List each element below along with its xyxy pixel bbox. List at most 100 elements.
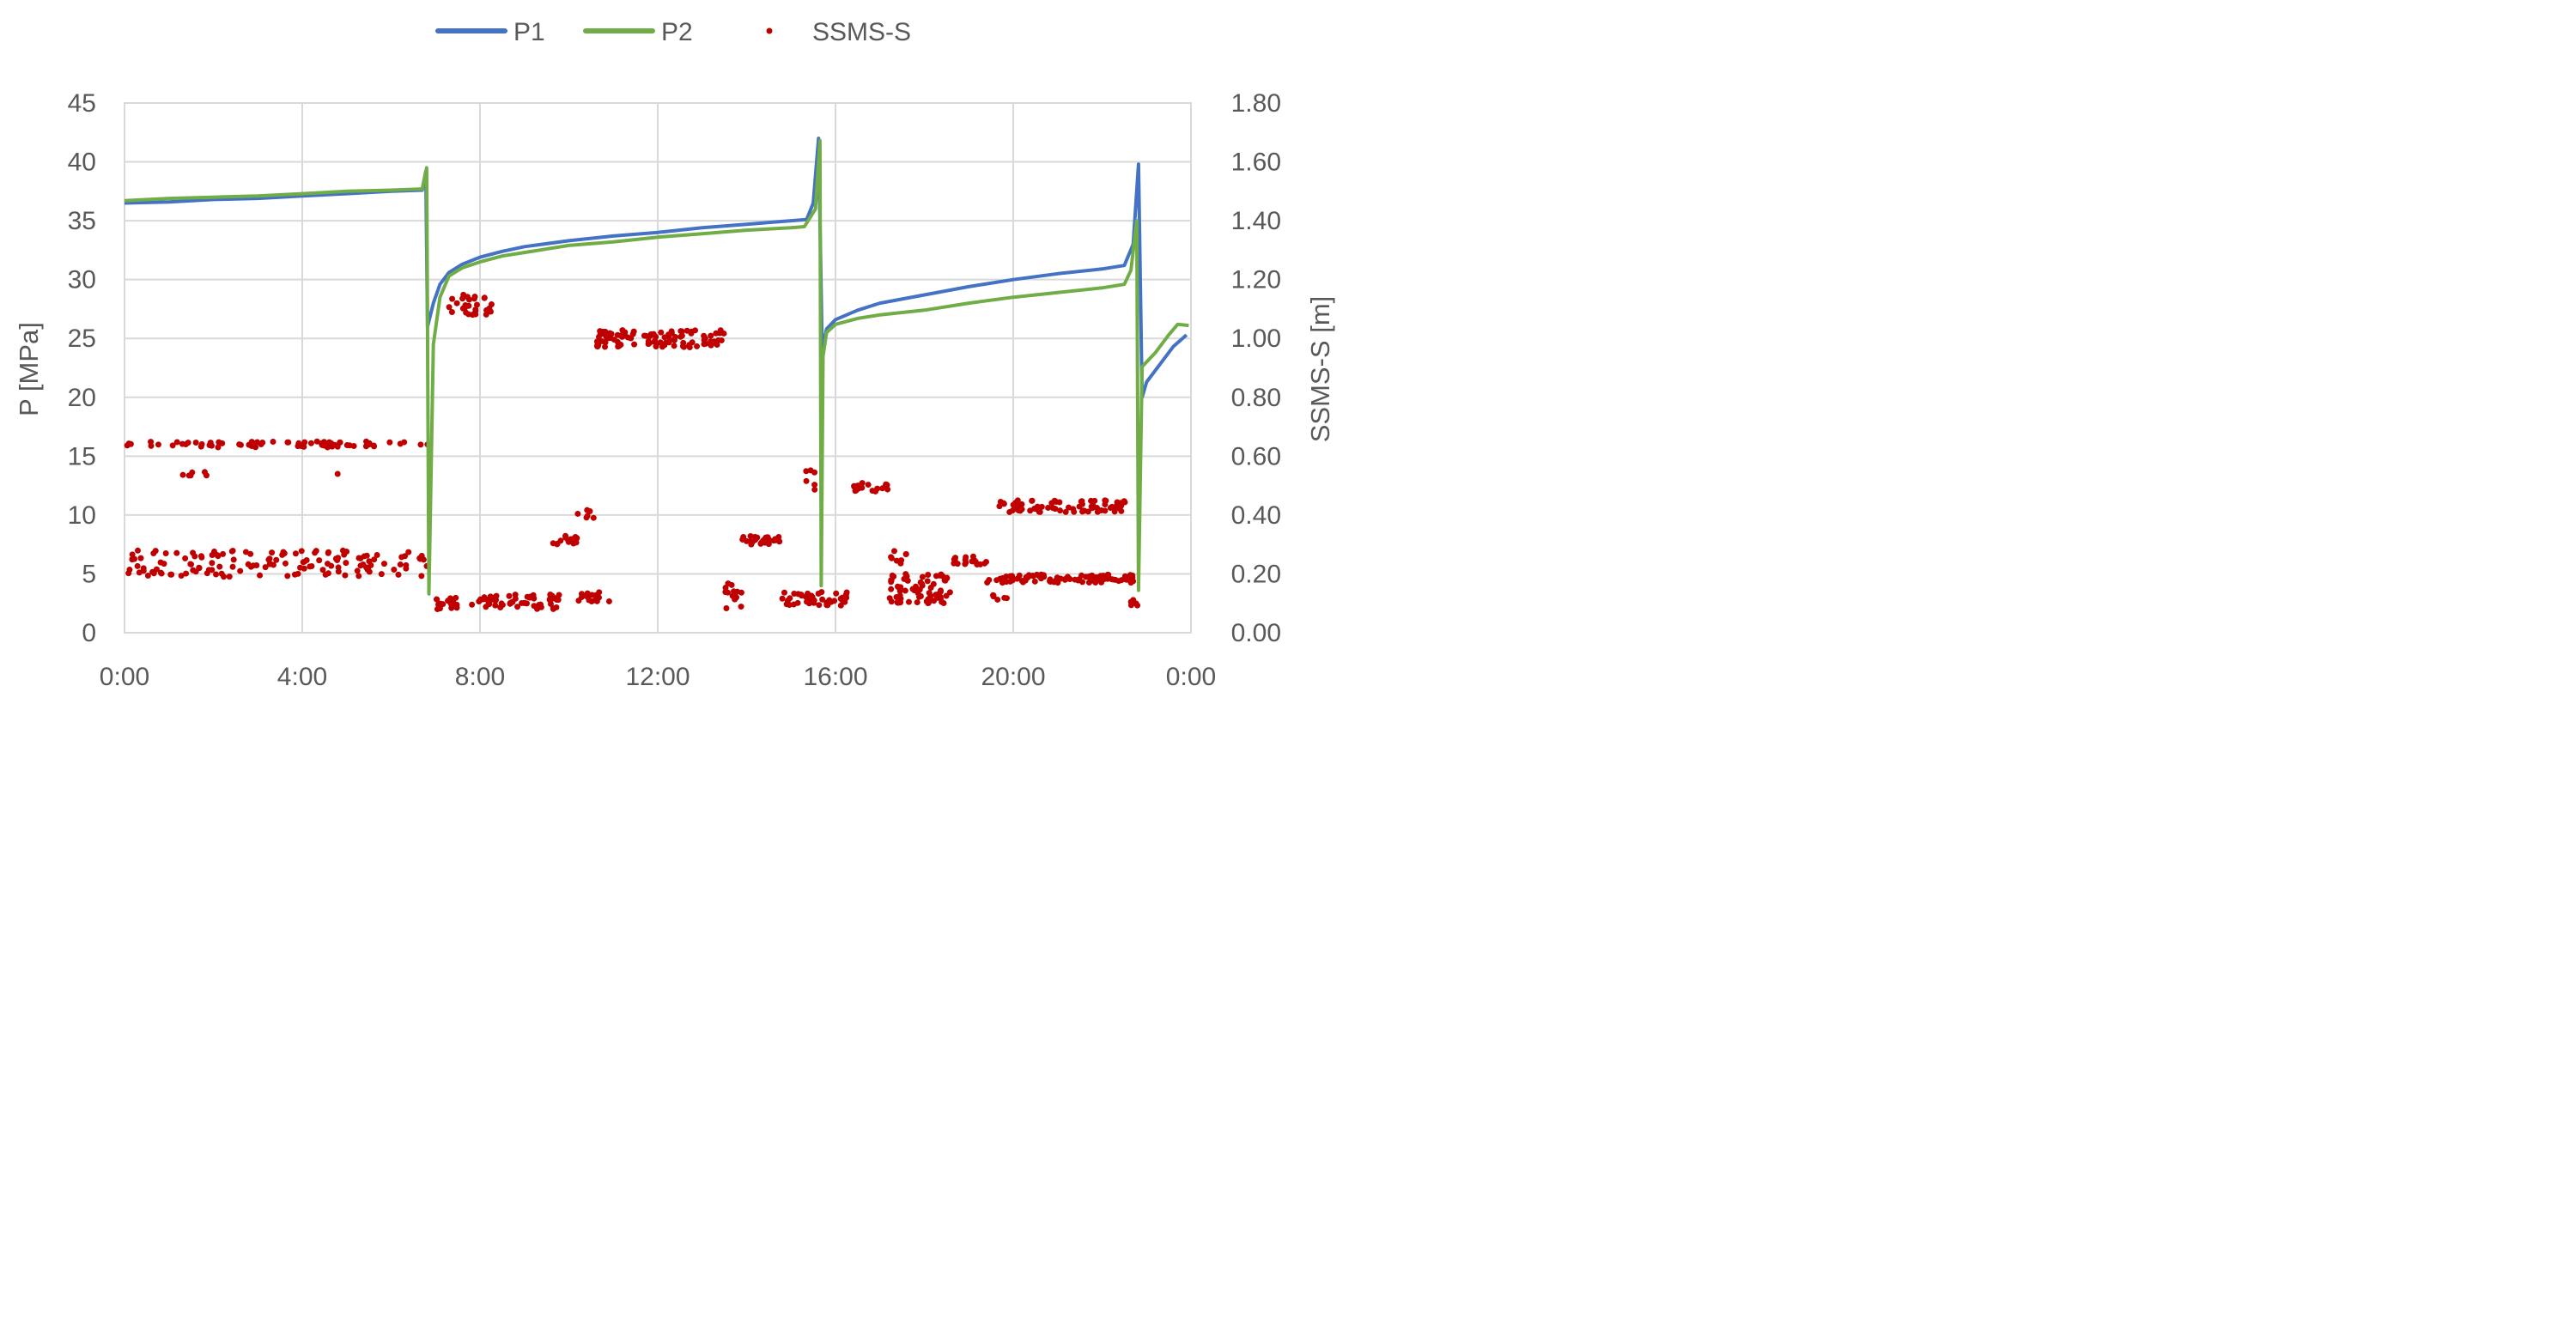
ssms-s-point: [316, 557, 323, 564]
ssms-s-point: [888, 586, 895, 592]
ssms-s-point: [933, 573, 939, 580]
ssms-s-point: [905, 598, 912, 605]
ssms-s-point: [859, 480, 866, 487]
ssms-s-point: [183, 570, 190, 577]
y-right-tick-label: 0.40: [1231, 501, 1281, 530]
ssms-s-point: [1053, 577, 1060, 584]
ssms-s-point: [694, 343, 701, 349]
ssms-s-point: [865, 482, 872, 488]
ssms-s-point: [963, 554, 969, 561]
ssms-s-point: [925, 596, 932, 603]
ssms-s-point: [886, 595, 893, 602]
ssms-s-point: [284, 573, 291, 580]
ssms-s-point: [471, 294, 478, 300]
ssms-s-point: [246, 441, 252, 448]
ssms-s-point: [897, 595, 904, 602]
ssms-s-point: [811, 469, 818, 476]
ssms-s-point: [492, 602, 499, 609]
plot-area-border: [124, 102, 1192, 634]
ssms-s-point: [677, 333, 684, 340]
x-axis-ticks: 0:00 4:00 8:00 12:00 16:00 20:00 0:00: [100, 663, 1216, 691]
series-line-p1: [124, 137, 1188, 399]
ssms-s-point: [397, 561, 404, 568]
ssms-s-point: [477, 597, 484, 604]
ssms-s-point: [859, 484, 866, 491]
ssms-s-point: [728, 581, 735, 588]
ssms-s-point: [1029, 497, 1036, 504]
ssms-s-point: [977, 561, 984, 567]
ssms-s-point: [207, 440, 214, 446]
ssms-s-point: [650, 331, 657, 337]
ssms-s-point: [319, 567, 326, 573]
ssms-s-point: [989, 592, 996, 598]
ssms-s-point: [617, 332, 624, 339]
ssms-s-point: [229, 563, 236, 570]
ssms-s-point: [335, 555, 342, 561]
ssms-s-point: [851, 482, 858, 489]
ssms-s-point: [816, 602, 823, 609]
ssms-s-point: [506, 592, 513, 599]
ssms-s-point: [137, 555, 144, 561]
ssms-s-point: [237, 567, 244, 574]
ssms-s-point: [890, 548, 897, 555]
ssms-s-point: [683, 327, 690, 334]
ssms-s-point: [308, 562, 315, 569]
ssms-s-point: [904, 577, 911, 584]
ssms-s-point: [434, 605, 440, 612]
ssms-s-point: [282, 560, 289, 567]
ssms-s-point: [1112, 576, 1119, 583]
ssms-s-point: [811, 597, 817, 604]
ssms-s-point: [215, 444, 222, 451]
legend-label-ssms-s: SSMS-S: [812, 18, 911, 46]
y-axis-right-title: SSMS-S [m]: [1305, 296, 1335, 443]
y-right-tick-label: 0.80: [1231, 384, 1281, 412]
ssms-s-point: [448, 604, 455, 611]
ssms-s-point: [1034, 503, 1041, 510]
ssms-s-point: [734, 588, 741, 595]
ssms-s-point: [586, 507, 593, 514]
ssms-s-point: [1100, 576, 1107, 583]
ssms-s-point: [463, 309, 470, 316]
ssms-s-point: [723, 604, 730, 611]
ssms-s-point: [363, 438, 370, 445]
ssms-s-point: [521, 599, 528, 606]
ssms-s-point: [459, 295, 466, 302]
ssms-s-point: [594, 343, 601, 350]
ssms-s-point: [996, 503, 1003, 510]
ssms-s-point: [397, 440, 404, 447]
y-left-tick-label: 5: [82, 560, 96, 588]
ssms-s-point: [574, 510, 581, 517]
ssms-s-point: [575, 598, 582, 604]
ssms-s-point: [435, 601, 442, 608]
ssms-s-point: [872, 488, 879, 495]
ssms-s-point: [889, 572, 896, 579]
ssms-s-point: [512, 592, 519, 598]
ssms-s-point: [815, 590, 822, 597]
y-axis-right-ticks: 0.00 0.20 0.40 0.60 0.80 1.00 1.20 1.40 1.60 1.80: [1231, 89, 1281, 647]
ssms-s-point: [498, 600, 505, 607]
ssms-s-point: [938, 587, 945, 594]
ssms-s-point: [341, 551, 348, 558]
ssms-s-point: [1003, 595, 1010, 602]
ssms-s-point: [198, 440, 205, 447]
ssms-s-point: [402, 553, 409, 560]
ssms-s-point: [686, 343, 693, 350]
ssms-s-point: [1006, 508, 1013, 515]
y-right-tick-label: 1.60: [1231, 149, 1281, 177]
ssms-s-point: [292, 550, 299, 557]
ssms-s-point: [554, 541, 561, 548]
ssms-s-point: [833, 590, 840, 597]
ssms-s-point: [459, 305, 466, 312]
ssms-s-point: [937, 593, 944, 600]
ssms-s-point: [831, 598, 838, 604]
ssms-s-point: [230, 556, 237, 563]
ssms-s-point: [134, 547, 141, 554]
ssms-s-point: [1027, 507, 1034, 514]
ssms-s-point: [1006, 573, 1013, 580]
ssms-s-point: [1014, 575, 1021, 582]
ssms-s-point: [179, 440, 185, 447]
ssms-s-point: [783, 601, 790, 608]
legend-label-p1: P1: [513, 18, 545, 46]
ssms-s-point: [449, 295, 456, 302]
ssms-s-point: [298, 548, 305, 555]
